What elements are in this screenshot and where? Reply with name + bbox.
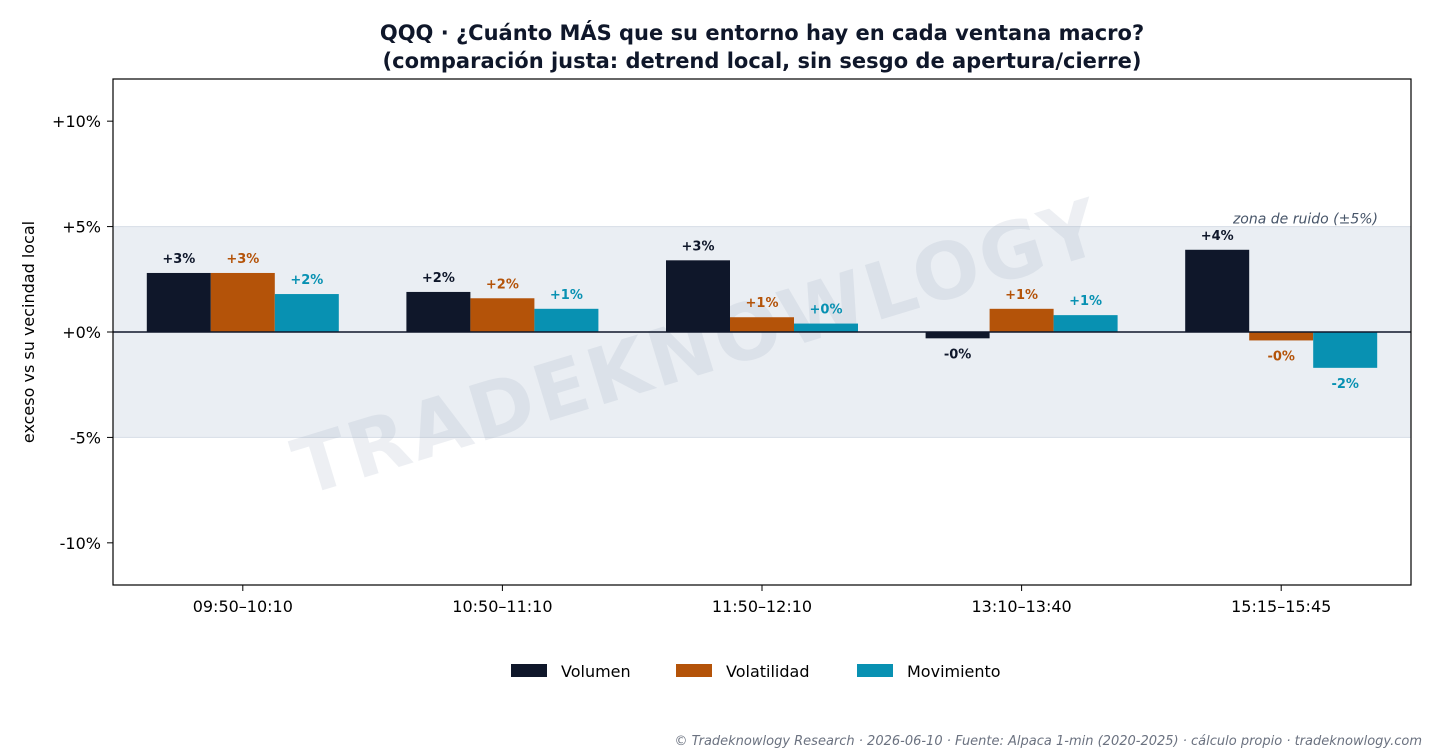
legend: Volumen Volatilidad Movimiento <box>511 662 1001 681</box>
bar-volumen-2 <box>666 260 730 332</box>
bar-label-movimiento-4: -2% <box>1331 377 1358 392</box>
y-axis-label: exceso vs su vecindad local <box>19 221 38 443</box>
bar-volumen-0 <box>146 272 211 332</box>
x-tick-label: 13:10–13:40 <box>971 597 1071 616</box>
bar-label-movimiento-2: +0% <box>810 303 843 318</box>
chart-subtitle: (comparación justa: detrend local, sin s… <box>383 49 1142 73</box>
bar-label-volumen-3: -0% <box>944 347 971 362</box>
bar-label-volatilidad-1: +2% <box>486 277 519 292</box>
bar-volatilidad-4 <box>1249 332 1314 341</box>
noise-zone-label: zona de ruido (±5%) <box>1232 212 1378 228</box>
y-tick-label: -10% <box>60 534 101 553</box>
bar-volatilidad-1 <box>470 298 535 332</box>
bar-label-volumen-4: +4% <box>1201 229 1234 244</box>
legend-label-volatilidad: Volatilidad <box>726 662 809 681</box>
bar-label-volatilidad-4: -0% <box>1267 349 1294 364</box>
bar-label-volatilidad-2: +1% <box>746 296 779 311</box>
bar-movimiento-1 <box>534 308 599 332</box>
bar-volatilidad-2 <box>730 317 794 332</box>
legend-swatch-volumen <box>511 664 547 677</box>
bar-label-movimiento-3: +1% <box>1069 294 1102 309</box>
legend-label-movimiento: Movimiento <box>907 662 1001 681</box>
bar-volatilidad-3 <box>989 308 1054 332</box>
bar-label-movimiento-0: +2% <box>290 273 323 288</box>
bar-label-volumen-1: +2% <box>422 271 455 286</box>
bar-movimiento-2 <box>794 323 858 332</box>
plot-area: TRADEKNOWLOGY zona de ruido (±5%)+3%+2%+3… <box>52 78 1412 616</box>
legend-swatch-volatilidad <box>676 664 712 677</box>
footer-credit: © Tradeknowlogy Research · 2026-06-10 · … <box>675 734 1422 749</box>
x-tick-label: 11:50–12:10 <box>712 597 812 616</box>
legend-swatch-movimiento <box>857 664 893 677</box>
bar-label-volatilidad-3: +1% <box>1005 288 1038 303</box>
chart-title: QQQ · ¿Cuánto MÁS que su entorno hay en … <box>380 20 1144 45</box>
y-tick-label: -5% <box>70 428 101 447</box>
x-tick-label: 09:50–10:10 <box>193 597 293 616</box>
bar-volatilidad-0 <box>210 272 275 332</box>
bar-movimiento-3 <box>1053 315 1118 332</box>
x-tick-label: 10:50–11:10 <box>452 597 552 616</box>
y-tick-label: +0% <box>62 323 101 342</box>
bar-label-movimiento-1: +1% <box>550 288 583 303</box>
bar-label-volumen-0: +3% <box>162 252 195 267</box>
bar-movimiento-0 <box>274 294 339 332</box>
bar-volumen-4 <box>1185 249 1250 332</box>
bar-movimiento-4 <box>1313 332 1378 368</box>
legend-label-volumen: Volumen <box>561 662 631 681</box>
y-tick-label: +10% <box>52 112 101 131</box>
y-tick-label: +5% <box>62 218 101 237</box>
bar-volumen-1 <box>406 291 471 332</box>
x-tick-label: 15:15–15:45 <box>1231 597 1331 616</box>
bar-label-volatilidad-0: +3% <box>226 252 259 267</box>
bar-label-volumen-2: +3% <box>682 239 715 254</box>
bar-volumen-3 <box>925 332 990 339</box>
